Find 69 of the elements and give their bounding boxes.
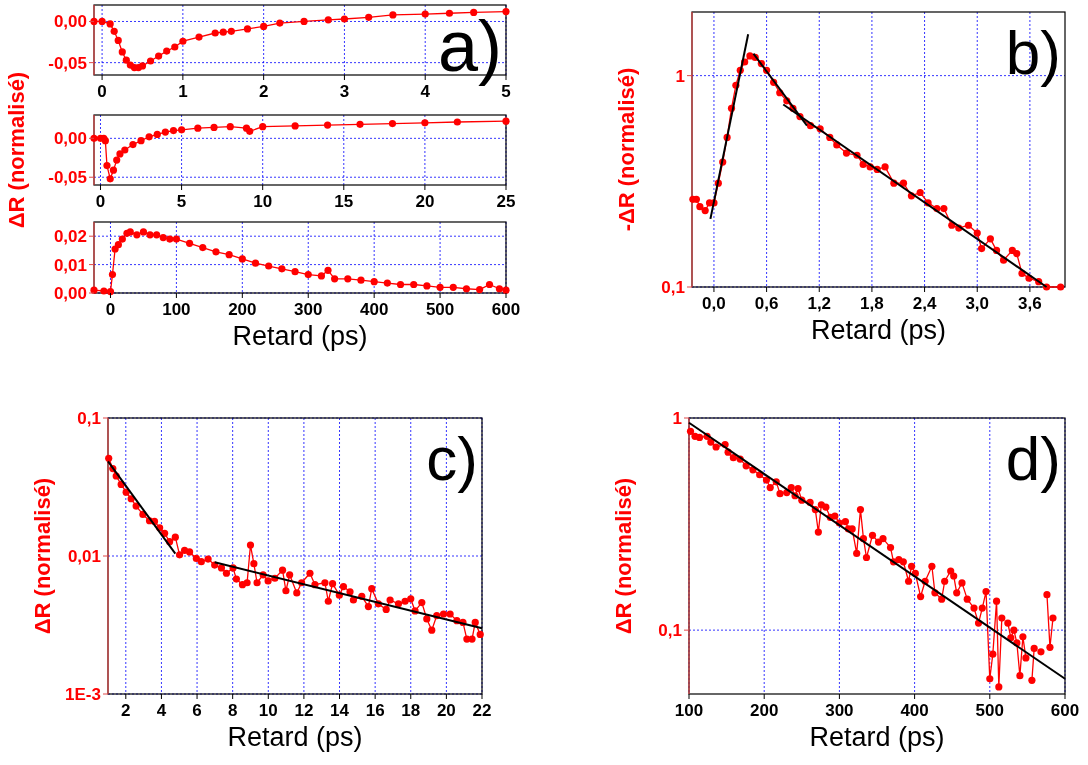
x-tick-label: 200 [750, 701, 779, 720]
y-tick-label: 0,02 [53, 227, 87, 247]
y-axis-title: -ΔR (normalisé) [614, 67, 639, 232]
x-tick-label: 10 [253, 192, 273, 211]
y-tick-label: 1 [672, 409, 682, 428]
x-tick-label: 3,0 [965, 294, 990, 313]
x-axis-title: Retard (ps) [810, 315, 947, 345]
x-tick-label: 1,8 [860, 294, 884, 313]
y-axis-title: ΔR (normalisé) [4, 71, 29, 229]
x-tick-label: 3 [339, 82, 350, 101]
x-tick-label: 0 [97, 82, 107, 101]
x-tick-label: 400 [900, 701, 929, 720]
x-tick-label: 5 [176, 192, 187, 211]
x-axis-title: Retard (ps) [809, 722, 945, 752]
x-tick-label: 600 [1050, 701, 1080, 720]
x-tick-label: 25 [496, 192, 516, 211]
x-tick-label: 20 [415, 192, 435, 211]
x-tick-label: 8 [227, 701, 238, 720]
x-tick-label: 100 [674, 701, 704, 720]
x-tick-label: 12 [294, 701, 314, 720]
x-tick-label: 15 [334, 192, 354, 211]
x-tick-label: 0,0 [702, 294, 726, 313]
y-tick-label: -0,05 [48, 168, 87, 188]
x-tick-label: 500 [975, 701, 1004, 720]
y-tick-label: 0,00 [53, 284, 87, 303]
x-tick-label: 4 [420, 82, 431, 101]
x-tick-label: 14 [330, 701, 350, 720]
x-tick-label: 2,4 [912, 294, 937, 313]
x-tick-label: 300 [294, 300, 323, 319]
x-tick-label: 300 [825, 701, 854, 720]
annotation: a) [437, 6, 502, 86]
x-tick-label: 100 [162, 300, 191, 319]
y-tick-label: 0,1 [661, 278, 685, 297]
y-tick-label: 0,1 [658, 621, 682, 641]
x-tick-label: 6 [192, 701, 202, 720]
x-tick-label: 5 [501, 82, 511, 101]
y-tick-label: 0,01 [67, 547, 101, 566]
x-tick-label: 500 [425, 300, 455, 319]
y-tick-label: -0,05 [48, 53, 87, 73]
x-tick-label: 4 [156, 701, 167, 720]
x-tick-label: 2 [121, 701, 131, 720]
y-tick-label: 1E-3 [65, 685, 101, 704]
x-tick-label: 2 [258, 82, 269, 101]
x-tick-label: 1,2 [807, 294, 832, 313]
x-tick-label: 0 [105, 300, 116, 319]
x-axis-title: Retard (ps) [227, 722, 363, 752]
y-tick-label: 0,01 [53, 255, 87, 275]
x-tick-label: 22 [472, 701, 492, 720]
x-tick-label: 200 [228, 300, 257, 319]
y-tick-label: 0,00 [53, 129, 87, 149]
x-tick-label: 20 [436, 701, 456, 720]
x-tick-label: 3,6 [1018, 294, 1042, 313]
y-tick-label: 0,00 [53, 12, 87, 32]
x-tick-label: 0,6 [754, 294, 779, 313]
y-axis-title: ΔR (normalisé) [611, 477, 636, 635]
annotation: d) [1005, 424, 1061, 493]
x-tick-label: 18 [401, 701, 421, 720]
x-tick-label: 600 [491, 300, 521, 319]
y-tick-label: 0,1 [77, 409, 101, 428]
x-tick-label: 1 [178, 82, 188, 101]
annotation: c) [426, 424, 478, 493]
x-axis-title: Retard (ps) [232, 321, 368, 351]
x-tick-label: 0 [95, 192, 106, 211]
x-tick-label: 400 [359, 300, 389, 319]
y-tick-label: 1 [675, 66, 685, 86]
y-axis-title: ΔR (normalisé) [30, 477, 55, 635]
x-tick-label: 10 [258, 701, 278, 720]
x-tick-label: 16 [365, 701, 385, 720]
annotation: b) [1005, 18, 1061, 87]
